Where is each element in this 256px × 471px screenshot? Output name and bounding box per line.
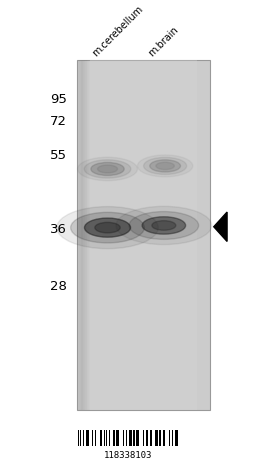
Bar	[175, 430, 176, 446]
Bar	[164, 430, 165, 446]
Ellipse shape	[84, 218, 131, 237]
Bar	[172, 430, 173, 446]
Bar	[78, 430, 79, 446]
Ellipse shape	[150, 160, 180, 172]
Bar	[109, 430, 110, 446]
Bar	[82, 60, 86, 410]
Bar	[87, 430, 89, 446]
Text: 55: 55	[50, 149, 67, 162]
Ellipse shape	[84, 160, 131, 178]
Bar	[176, 430, 178, 446]
Bar	[80, 430, 81, 446]
Bar	[133, 430, 135, 446]
Ellipse shape	[129, 211, 199, 239]
Text: 95: 95	[50, 93, 67, 106]
Text: 118338103: 118338103	[104, 451, 152, 461]
Bar	[85, 60, 88, 410]
Bar	[77, 60, 82, 410]
Bar	[79, 60, 84, 410]
Ellipse shape	[156, 162, 174, 170]
Bar	[101, 430, 102, 446]
Bar	[86, 430, 87, 446]
Bar	[106, 430, 107, 446]
Text: m.brain: m.brain	[146, 24, 180, 58]
Ellipse shape	[142, 217, 186, 234]
Ellipse shape	[78, 157, 137, 181]
Bar	[159, 430, 161, 446]
Bar	[130, 430, 132, 446]
Bar	[86, 60, 89, 410]
Ellipse shape	[71, 212, 144, 243]
Bar	[126, 430, 127, 446]
Bar	[100, 430, 101, 446]
Text: 72: 72	[50, 114, 67, 128]
Bar	[83, 60, 87, 410]
Bar	[84, 60, 87, 410]
Bar	[92, 430, 93, 446]
Bar	[123, 430, 124, 446]
Ellipse shape	[137, 155, 193, 177]
Bar	[147, 430, 148, 446]
Bar	[155, 430, 156, 446]
Polygon shape	[214, 212, 227, 242]
Bar	[116, 430, 118, 446]
Bar	[143, 430, 144, 446]
Bar	[156, 430, 158, 446]
Bar	[78, 60, 83, 410]
Ellipse shape	[57, 207, 158, 249]
Bar	[95, 430, 96, 446]
Bar	[86, 60, 89, 410]
Bar	[163, 430, 164, 446]
Bar	[136, 430, 138, 446]
Bar	[150, 430, 152, 446]
Bar	[138, 430, 139, 446]
Ellipse shape	[152, 221, 176, 230]
Bar	[81, 60, 85, 410]
Bar	[78, 60, 83, 410]
Bar	[77, 60, 82, 410]
Ellipse shape	[91, 162, 124, 176]
Bar	[77, 60, 210, 410]
Text: m.cerebellum: m.cerebellum	[90, 4, 145, 58]
Bar	[118, 430, 119, 446]
Bar	[82, 60, 86, 410]
Ellipse shape	[144, 157, 187, 174]
Bar	[83, 60, 87, 410]
Bar	[113, 430, 115, 446]
Bar	[81, 60, 85, 410]
Bar	[146, 430, 147, 446]
Text: 36: 36	[50, 223, 67, 236]
Ellipse shape	[95, 222, 120, 233]
Bar	[129, 430, 130, 446]
Bar	[104, 430, 105, 446]
Bar	[85, 60, 89, 410]
Ellipse shape	[116, 206, 212, 244]
Bar	[80, 60, 84, 410]
Text: 28: 28	[50, 280, 67, 293]
Bar	[169, 430, 170, 446]
Bar	[83, 430, 84, 446]
Bar	[84, 60, 88, 410]
Bar	[87, 60, 90, 410]
Ellipse shape	[98, 165, 118, 173]
Bar	[79, 60, 84, 410]
Bar	[90, 60, 197, 410]
